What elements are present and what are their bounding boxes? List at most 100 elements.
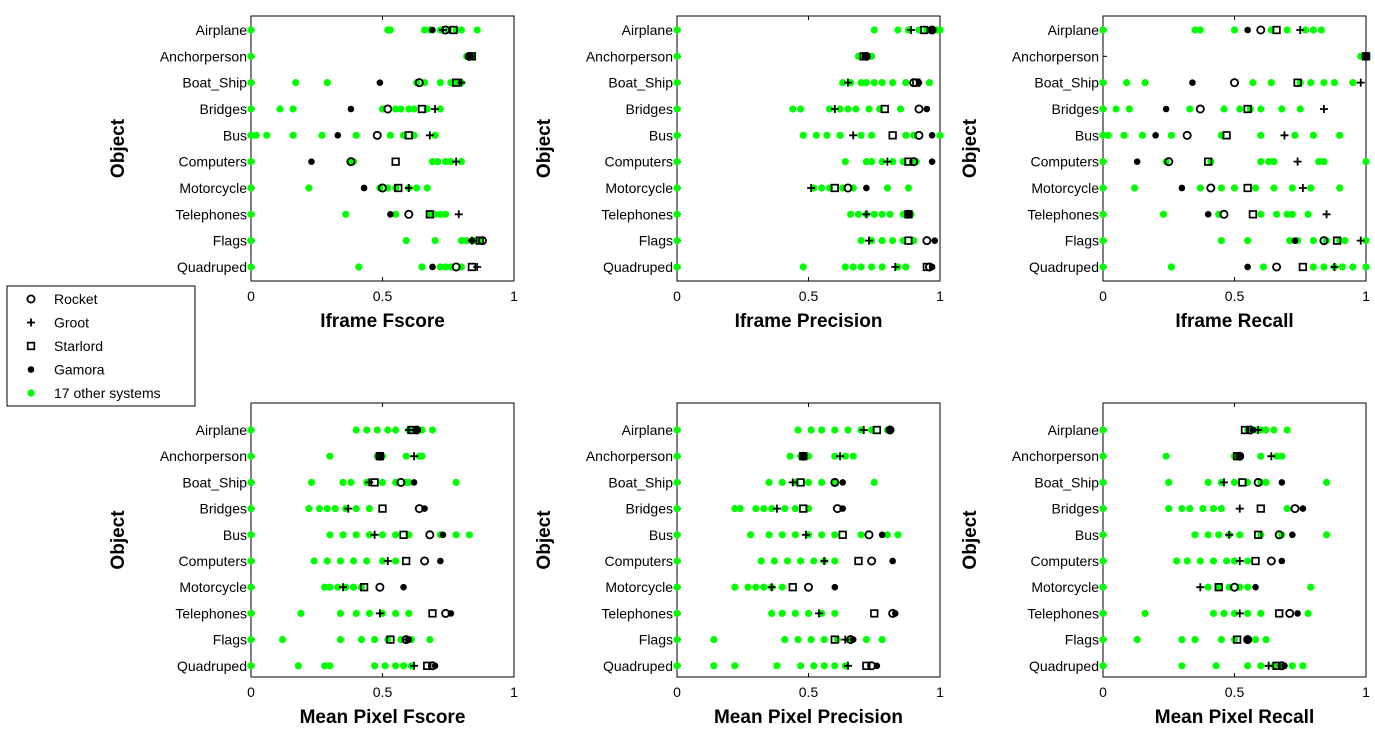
point-other-system [857, 79, 865, 87]
point-other-system [1257, 131, 1265, 139]
legend-label: Rocket [54, 291, 98, 307]
point-gamora [1204, 211, 1212, 218]
point-other-system [1191, 26, 1199, 34]
point-other-system [731, 583, 739, 591]
point-other-system [1165, 505, 1173, 513]
point-rocket [924, 262, 934, 272]
point-other-system [1257, 478, 1265, 486]
point-other-system [1272, 452, 1281, 460]
category-label: Boat_Ship [1034, 75, 1099, 91]
point-rocket [1206, 183, 1216, 193]
point-other-system [342, 210, 350, 218]
point-other-system [862, 158, 870, 166]
point-gamora [1236, 452, 1244, 460]
category-label: Boat_Ship [182, 474, 247, 490]
point-starlord [830, 183, 839, 193]
point-other-system [1199, 505, 1207, 513]
point-other-system [773, 662, 781, 670]
point-other-system [1362, 158, 1370, 166]
point-other-system [315, 505, 323, 513]
category-label: Computers [605, 553, 673, 569]
category-label: Airplane [196, 22, 248, 38]
point-other-system [405, 105, 413, 113]
category-label: Telephones [175, 605, 247, 621]
point-rocket [1219, 209, 1229, 219]
point-other-system [1220, 105, 1228, 113]
point-starlord [391, 157, 400, 166]
point-other-system [791, 505, 799, 513]
point-other-system [1322, 531, 1331, 539]
category-label: Flags [639, 233, 673, 249]
point-other-system [1230, 557, 1239, 565]
point-other-system [1220, 609, 1228, 618]
point-other-system [347, 478, 355, 486]
point-other-system [831, 609, 839, 618]
point-other-system [870, 79, 878, 87]
point-other-system [1217, 636, 1225, 644]
point-other-system [857, 263, 865, 271]
point-rocket [922, 236, 932, 246]
point-starlord [1232, 635, 1242, 644]
point-other-system [1230, 26, 1239, 34]
point-gamora [1281, 662, 1288, 670]
point-other-system [786, 452, 794, 460]
point-rocket [412, 425, 422, 435]
point-gamora [400, 583, 407, 591]
point-groot [370, 530, 379, 539]
x-tick-label: 0.5 [373, 684, 393, 700]
point-other-system [1099, 131, 1107, 139]
point-other-system [289, 105, 297, 113]
point-other-system [844, 426, 852, 434]
point-other-system [371, 662, 379, 670]
point-other-system [744, 583, 752, 591]
point-rocket [1285, 608, 1295, 618]
point-other-system [247, 237, 255, 245]
y-axis-label: Object [534, 118, 555, 178]
category-label: Airplane [196, 422, 248, 438]
point-rocket [404, 209, 414, 219]
point-other-system [1217, 237, 1225, 245]
point-other-system [673, 79, 681, 87]
point-other-system [1286, 237, 1294, 245]
point-rocket [909, 78, 919, 88]
point-other-system [305, 184, 313, 192]
point-other-system [894, 531, 902, 539]
point-other-system [1349, 263, 1357, 271]
point-other-system [447, 158, 455, 166]
point-other-system [1317, 26, 1325, 34]
point-other-system [1162, 452, 1170, 460]
point-starlord [1243, 104, 1252, 114]
point-other-system [1159, 210, 1168, 218]
point-other-system [352, 505, 360, 513]
point-gamora [1299, 505, 1307, 512]
point-other-system [289, 131, 297, 139]
point-other-system [760, 505, 768, 513]
point-starlord [1248, 210, 1258, 219]
point-gamora [413, 426, 420, 434]
point-other-system [765, 531, 773, 539]
point-rocket [396, 477, 406, 487]
point-groot [1298, 183, 1307, 192]
y-axis-label: Object [108, 510, 129, 570]
x-axis-label: Mean Pixel Precision [714, 707, 903, 728]
point-other-system [868, 158, 876, 166]
category-label: Boat_Ship [182, 75, 247, 91]
point-gamora [1162, 105, 1170, 113]
x-tick-label: 0 [247, 684, 255, 700]
point-rocket [425, 530, 435, 540]
point-groot [1322, 210, 1331, 219]
point-other-system [247, 158, 255, 166]
point-gamora [799, 452, 807, 460]
point-groot [467, 236, 476, 245]
point-other-system [1099, 263, 1107, 271]
point-other-system [392, 557, 400, 565]
point-other-system [849, 263, 857, 271]
legend-marker-green-dot [27, 389, 35, 397]
point-starlord [854, 556, 863, 566]
point-other-system [836, 131, 844, 139]
point-other-system [870, 26, 878, 34]
point-starlord [870, 609, 879, 618]
point-gamora [863, 184, 870, 192]
point-other-system [247, 210, 255, 218]
point-groot [425, 131, 434, 140]
